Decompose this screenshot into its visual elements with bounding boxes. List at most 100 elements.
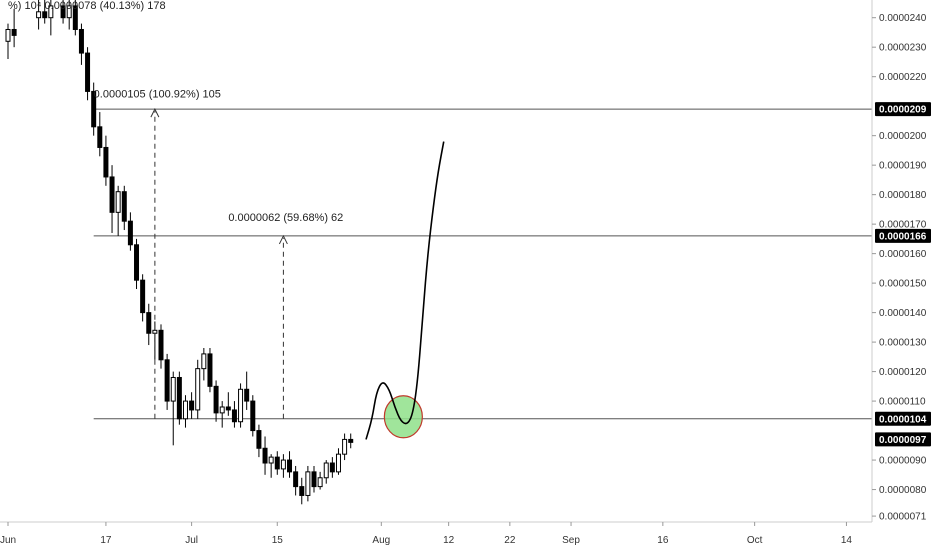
price-tick-label: 0.0000071 bbox=[879, 512, 927, 523]
measurement-label: %) 10⁴ 0.0000078 (40.13%) 178 bbox=[8, 0, 166, 12]
time-tick-label: Sep bbox=[562, 535, 580, 546]
candle-body bbox=[238, 388, 244, 423]
candle-body bbox=[48, 5, 54, 19]
candle-body bbox=[189, 400, 195, 411]
price-badge-label: 0.0000166 bbox=[879, 231, 927, 242]
price-tick-label: 0.0000170 bbox=[879, 220, 927, 231]
candle-body bbox=[250, 400, 256, 432]
candle-body bbox=[176, 376, 182, 420]
candle-body bbox=[140, 279, 146, 314]
candle-body bbox=[335, 453, 341, 473]
candle-body bbox=[348, 438, 354, 443]
target-zone-circle bbox=[383, 395, 423, 439]
time-axis[interactable]: Jun 17 Jul 15 Aug 12 22 Sep 16 Oct 14 bbox=[0, 521, 872, 546]
candle-body bbox=[127, 220, 133, 246]
candle-body bbox=[170, 376, 176, 402]
time-tick-label: Jun bbox=[0, 535, 16, 546]
candle-body bbox=[262, 447, 268, 464]
time-tick-label: Oct bbox=[747, 535, 763, 546]
price-tick-label: 0.0000160 bbox=[879, 249, 927, 260]
candle-body bbox=[109, 176, 115, 213]
candle-body bbox=[42, 11, 48, 19]
price-tick-label: 0.0000190 bbox=[879, 161, 927, 172]
candle-body bbox=[66, 5, 72, 19]
price-tick-label: 0.0000230 bbox=[879, 43, 927, 54]
price-tick-label: 0.0000200 bbox=[879, 131, 927, 142]
price-badge bbox=[875, 102, 931, 117]
candle-body bbox=[213, 385, 219, 414]
price-tick-label: 0.0000140 bbox=[879, 308, 927, 319]
candle-body bbox=[201, 353, 207, 370]
measurement-arrow-head bbox=[278, 234, 288, 245]
candle-body bbox=[36, 11, 42, 19]
candle-body bbox=[207, 353, 213, 387]
time-tick-label: 17 bbox=[100, 535, 112, 546]
candlestick-series bbox=[5, 0, 354, 505]
candle-body bbox=[164, 359, 170, 402]
time-tick-label: 16 bbox=[657, 535, 669, 546]
candle-body bbox=[256, 430, 262, 449]
candle-body bbox=[219, 406, 225, 414]
projection-drawing bbox=[365, 141, 445, 440]
candle-body bbox=[72, 5, 78, 30]
candle-body bbox=[244, 388, 250, 402]
price-tick-label: 0.0000130 bbox=[879, 338, 927, 349]
price-tick-label: 0.0000090 bbox=[879, 456, 927, 467]
candle-body bbox=[231, 409, 237, 423]
price-badge bbox=[875, 228, 931, 243]
time-tick-label: Jul bbox=[185, 535, 198, 546]
price-badge bbox=[875, 432, 931, 447]
candle-body bbox=[280, 459, 286, 470]
support-resistance-lines bbox=[93, 108, 872, 420]
candle-body bbox=[311, 471, 317, 488]
candle-body bbox=[134, 244, 140, 281]
candle-body bbox=[103, 146, 109, 178]
measurement-label: 0.0000105 (100.92%) 105 bbox=[94, 88, 221, 100]
candle-body bbox=[97, 126, 103, 148]
measurement-label: 0.0000062 (59.68%) 62 bbox=[228, 212, 343, 224]
time-tick-label: 12 bbox=[443, 535, 455, 546]
candle-body bbox=[11, 28, 17, 36]
price-tick-label: 0.0000180 bbox=[879, 190, 927, 201]
candle-body bbox=[182, 400, 188, 420]
candle-body bbox=[146, 312, 152, 334]
projection-path bbox=[365, 141, 445, 440]
candle-body bbox=[323, 462, 329, 479]
candle-body bbox=[5, 28, 11, 42]
price-tick-label: 0.0000120 bbox=[879, 367, 927, 378]
candle-body bbox=[305, 471, 311, 496]
measurement-annotations: %) 10⁴ 0.0000078 (40.13%) 178 0.0000105 (… bbox=[8, 0, 343, 419]
price-badge-label: 0.0000209 bbox=[879, 105, 927, 116]
price-tick-label: 0.0000150 bbox=[879, 279, 927, 290]
measurement-arrow-head bbox=[150, 108, 160, 118]
price-tick-label: 0.0000080 bbox=[879, 485, 927, 496]
price-badge-label: 0.0000104 bbox=[879, 414, 927, 425]
price-badge-label: 0.0000097 bbox=[879, 435, 927, 446]
candle-body bbox=[60, 5, 66, 19]
candle-body bbox=[78, 28, 84, 54]
price-tick-label: 0.0000220 bbox=[879, 72, 927, 83]
time-tick-label: Aug bbox=[372, 535, 390, 546]
candle-body bbox=[121, 191, 127, 222]
price-badge bbox=[875, 411, 931, 426]
time-tick-label: 14 bbox=[841, 535, 853, 546]
price-tick-label: 0.0000110 bbox=[879, 397, 926, 408]
candle-body bbox=[158, 329, 164, 361]
candle-body bbox=[85, 52, 91, 92]
candle-body bbox=[274, 456, 280, 470]
candle-body bbox=[91, 90, 97, 128]
candle-body bbox=[299, 486, 305, 496]
time-tick-label: 15 bbox=[272, 535, 284, 546]
candle-body bbox=[268, 456, 274, 464]
candle-body bbox=[115, 191, 121, 213]
candle-body bbox=[329, 462, 335, 473]
price-tick-label: 0.0000240 bbox=[879, 13, 927, 24]
time-tick-label: 22 bbox=[504, 535, 516, 546]
candle-body bbox=[342, 438, 348, 455]
candle-body bbox=[317, 477, 323, 488]
candle-body bbox=[195, 368, 201, 411]
price-axis[interactable]: 0.0000240 0.0000230 0.0000220 0.0000200 0.00… bbox=[871, 0, 931, 523]
candle-body bbox=[293, 471, 299, 488]
candle-body bbox=[225, 406, 231, 411]
